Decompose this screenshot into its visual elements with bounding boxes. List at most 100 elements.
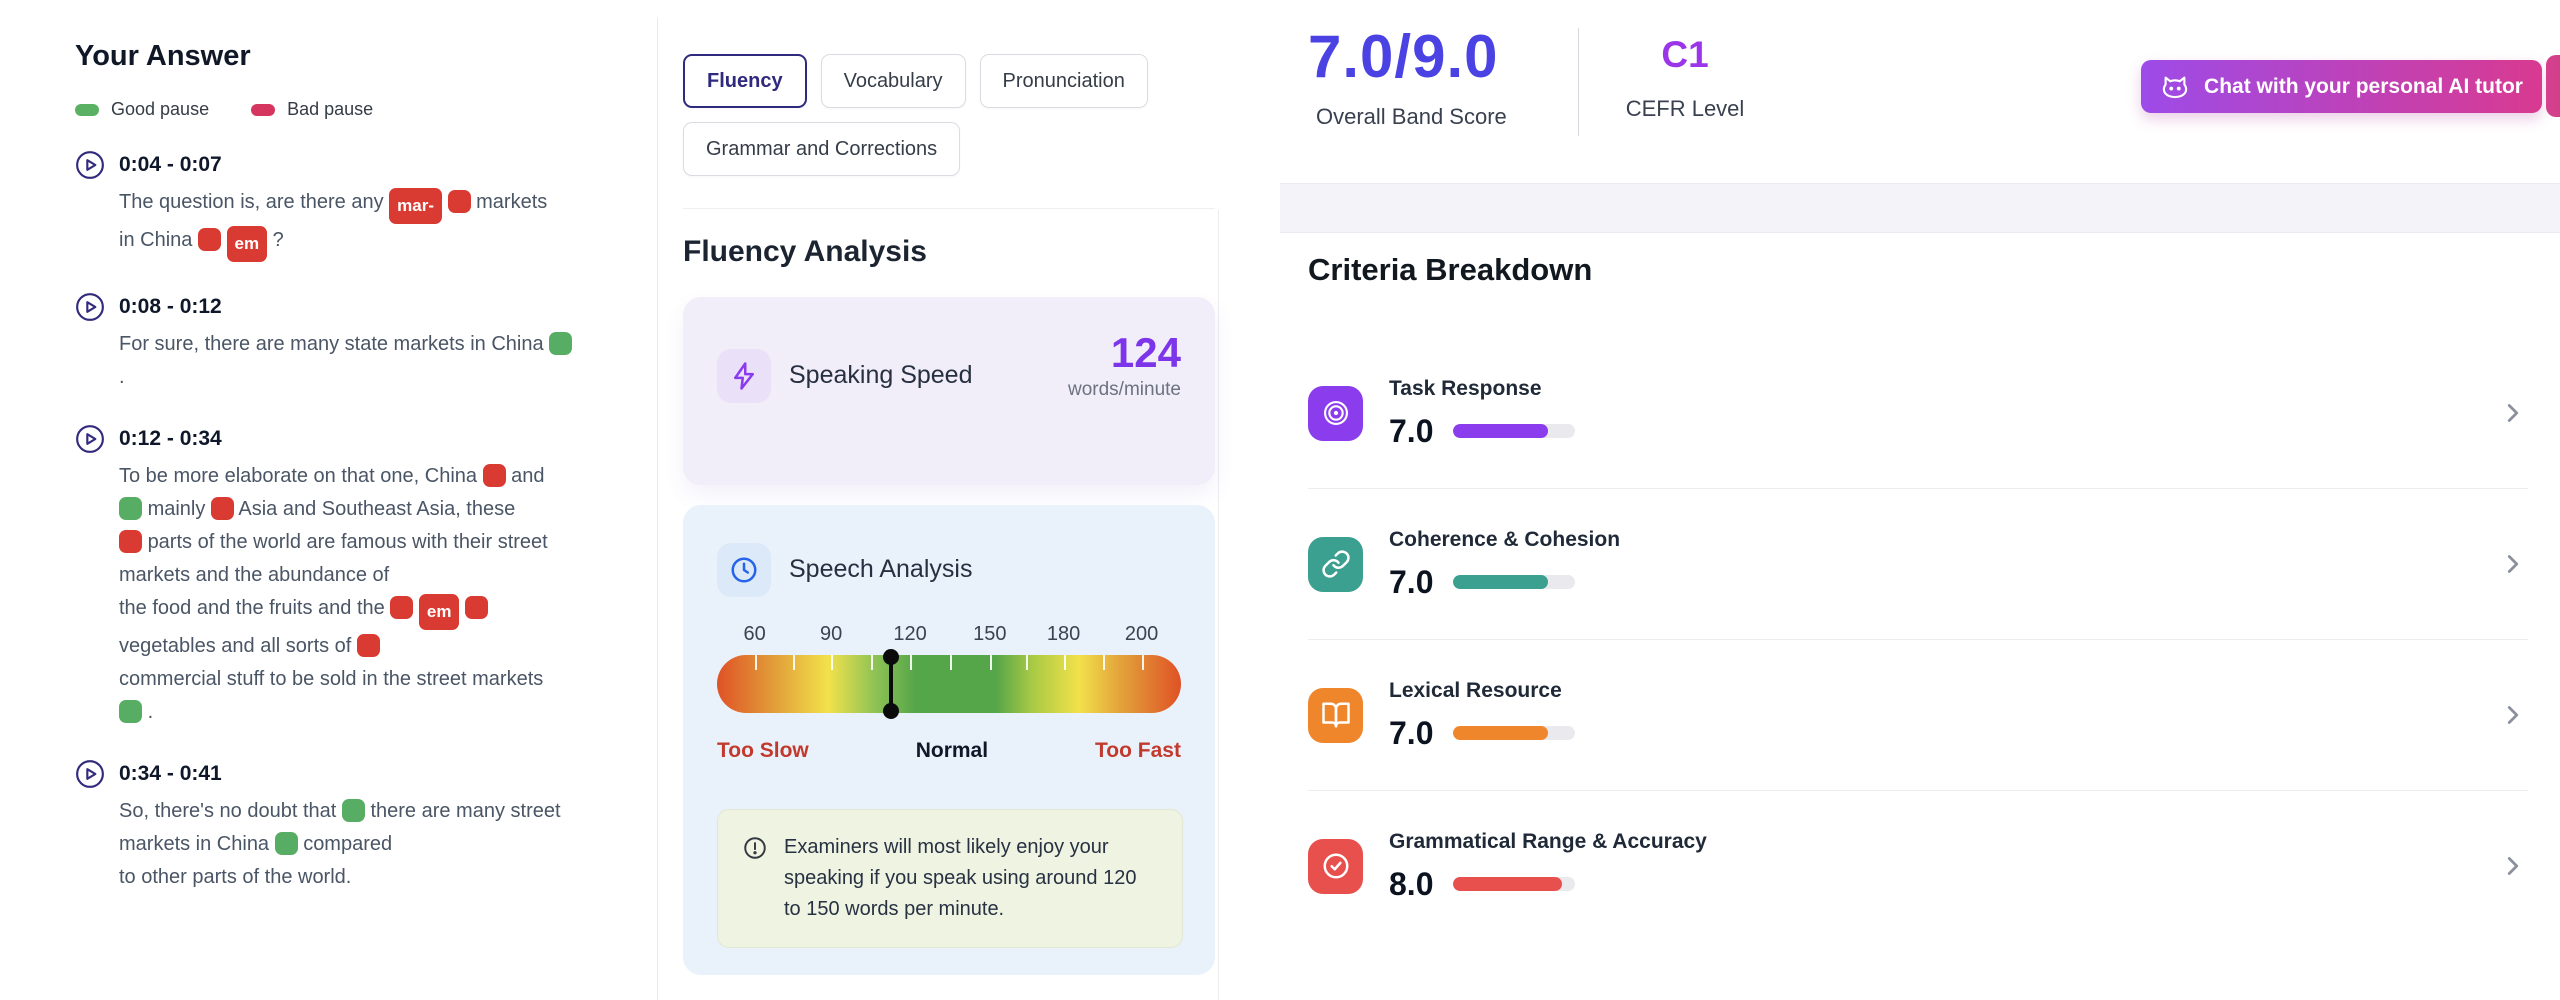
link-icon [1308, 536, 1363, 592]
bad-pause-marker [119, 530, 142, 553]
segment-header: 0:08 - 0:12 [75, 292, 615, 322]
info-icon [742, 835, 768, 925]
transcript-word: to other parts of the world. [119, 866, 352, 888]
transcript-line: markets and the abundance of [119, 559, 609, 592]
transcript-word: commercial stuff to be sold in the stree… [119, 668, 544, 690]
transcript-word: mainly [147, 498, 211, 520]
transcript-word: markets in China [119, 833, 275, 855]
transcript-word: there are many street [370, 800, 561, 822]
lightning-icon [717, 349, 771, 403]
fluency-analysis-heading: Fluency Analysis [683, 235, 927, 268]
good-pause-legend-item: Good pause [75, 99, 209, 120]
gauge-zone-labels: Too Slow Normal Too Fast [717, 739, 1181, 763]
speech-analysis-label: Speech Analysis [789, 555, 973, 583]
play-button[interactable] [75, 292, 105, 322]
criteria-score-row: 7.0 [1389, 412, 1576, 450]
chevron-right-icon[interactable] [2498, 700, 2528, 730]
bad-pause-legend-item: Bad pause [251, 99, 373, 120]
chevron-right-icon[interactable] [2498, 398, 2528, 428]
cat-icon [2160, 72, 2190, 102]
gauge-tick [989, 655, 992, 670]
too-fast-label: Too Fast [1095, 739, 1181, 762]
speech-analysis-card: Speech Analysis 60 90 120 150 180 200 Too Slo… [683, 505, 1215, 975]
tab-vocabulary[interactable]: Vocabulary [820, 54, 966, 108]
criteria-info: Task Response 7.0 [1389, 377, 1576, 450]
target-icon [1308, 385, 1363, 441]
segment-text: The question is, are there any mar- mark… [119, 186, 609, 262]
segment-text: So, there's no doubt that there are many… [119, 795, 609, 894]
criteria-progress-fill [1453, 424, 1549, 438]
transcript-word: in China [119, 229, 198, 251]
your-answer-title: Your Answer [75, 40, 251, 72]
good-pause-marker [549, 332, 573, 355]
play-button[interactable] [75, 150, 105, 180]
normal-label: Normal [915, 739, 989, 762]
criteria-row-task-response[interactable]: Task Response 7.0 [1308, 338, 2528, 489]
transcript-line: So, there's no doubt that there are many… [119, 795, 609, 828]
check-icon [1308, 838, 1363, 894]
criteria-score: 8.0 [1389, 865, 1434, 902]
good-pause-label: Good pause [111, 99, 210, 119]
criteria-progress-fill [1453, 877, 1562, 891]
bad-pause-word: em [226, 226, 268, 262]
score-divider [1578, 28, 1579, 136]
analysis-panel: Fluency Vocabulary Pronunciation Grammar an… [683, 0, 1215, 975]
gauge-tick [1102, 655, 1105, 670]
criteria-breakdown-heading: Criteria Breakdown [1308, 252, 1593, 287]
transcript-line: To be more elaborate on that one, China … [119, 460, 609, 493]
cefr-block: C1 CEFR Level [1610, 34, 1760, 122]
gauge-tick [910, 655, 913, 670]
criteria-progress-bar [1453, 877, 1576, 891]
criteria-name: Lexical Resource [1389, 678, 1562, 702]
transcript-line: in China em ? [119, 224, 609, 262]
play-button[interactable] [75, 759, 105, 789]
tab-pronunciation[interactable]: Pronunciation [979, 54, 1148, 108]
offscreen-pink-button[interactable] [2546, 55, 2560, 117]
gauge-label-150: 150 [973, 623, 1007, 645]
criteria-list: Task Response 7.0 Coherence & Cohesion 7.0 L… [1308, 338, 2528, 941]
chevron-right-icon[interactable] [2498, 851, 2528, 881]
bad-pause-word: em [418, 594, 460, 630]
segment-header: 0:12 - 0:34 [75, 424, 615, 454]
criteria-progress-bar [1453, 726, 1576, 740]
segment-text: To be more elaborate on that one, China … [119, 460, 609, 729]
bad-pause-marker [210, 497, 234, 520]
criteria-score-row: 8.0 [1389, 866, 1707, 903]
criteria-row-grammatical-range-accuracy[interactable]: Grammatical Range & Accuracy 8.0 [1308, 791, 2528, 941]
bad-pause-swatch [251, 103, 276, 116]
overall-band-score-value: 7.0/9.0 [1308, 23, 1499, 90]
tab-grammar-and-corrections[interactable]: Grammar and Corrections [683, 122, 961, 176]
transcript-line: . [119, 361, 609, 394]
transcript-word: The question is, are there any [119, 191, 390, 213]
transcript-word: So, there's no doubt that [119, 800, 342, 822]
your-answer-panel: Your Answer Good pause Bad pause 0:04 - … [75, 40, 615, 894]
gauge-tick [793, 655, 796, 670]
criteria-progress-fill [1453, 726, 1549, 740]
transcript-word: For sure, there are many state markets i… [119, 333, 550, 355]
transcript-line: to other parts of the world. [119, 861, 609, 894]
gauge-marker [889, 651, 893, 717]
criteria-progress-fill [1453, 575, 1549, 589]
chevron-right-icon[interactable] [2498, 549, 2528, 579]
criteria-row-lexical-resource[interactable]: Lexical Resource 7.0 [1308, 640, 2528, 791]
transcript-line: . [119, 696, 609, 729]
tab-fluency[interactable]: Fluency [683, 54, 807, 108]
criteria-score: 7.0 [1389, 563, 1434, 600]
criteria-name: Grammatical Range & Accuracy [1389, 829, 1707, 853]
bad-pause-label: Bad pause [287, 99, 374, 119]
segment-header: 0:34 - 0:41 [75, 759, 615, 789]
gauge-label-200: 200 [1124, 623, 1159, 645]
play-button[interactable] [75, 424, 105, 454]
gauge-tick [1026, 655, 1029, 670]
chat-ai-tutor-button[interactable]: Chat with your personal AI tutor [2141, 60, 2542, 113]
good-pause-marker [274, 832, 298, 855]
criteria-row-coherence-cohesion[interactable]: Coherence & Cohesion 7.0 [1308, 489, 2528, 640]
criteria-score: 7.0 [1389, 412, 1434, 449]
speaking-speed-label: Speaking Speed [789, 361, 973, 389]
tip-text: Examiners will most likely enjoy your sp… [784, 836, 1137, 920]
transcript-segment: 0:34 - 0:41 So, there's no doubt that the… [75, 759, 615, 894]
bad-pause-word: mar- [389, 188, 443, 224]
transcript-line: For sure, there are many state markets i… [119, 328, 609, 361]
gauge-tick-labels: 60 90 120 150 180 200 [717, 623, 1181, 649]
